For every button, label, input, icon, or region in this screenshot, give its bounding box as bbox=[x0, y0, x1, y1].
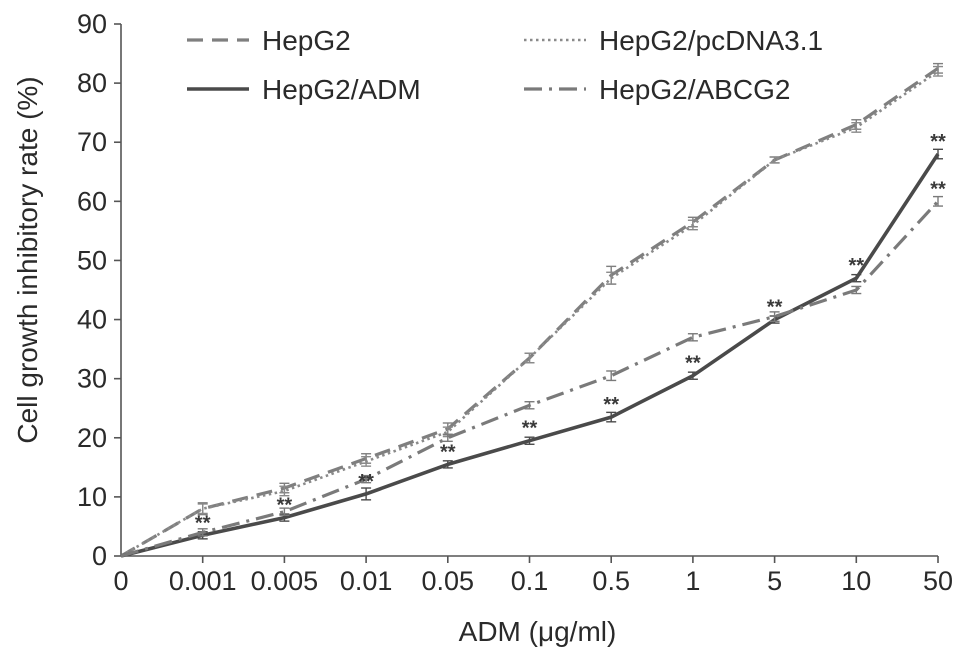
x-tick-label: 0.05 bbox=[422, 566, 475, 596]
y-axis-title: Cell growth inhibitory rate (%) bbox=[12, 76, 43, 443]
series-line bbox=[120, 200, 940, 558]
significance-marker: ** bbox=[930, 131, 946, 153]
significance-marker: ** bbox=[685, 353, 701, 375]
y-tick-label: 90 bbox=[77, 9, 107, 39]
y-tick-label: 60 bbox=[77, 186, 107, 216]
series-hepg2-pcdna3-1 bbox=[120, 65, 943, 558]
significance-marker: ** bbox=[440, 441, 456, 463]
series-line bbox=[120, 66, 939, 558]
significance-marker: ** bbox=[522, 418, 538, 440]
x-tick-label: 0.001 bbox=[169, 566, 237, 596]
series-hepg2-abcg2 bbox=[120, 195, 943, 558]
x-axis-title: ADM (μg/ml) bbox=[459, 616, 617, 647]
legend-label: HepG2/pcDNA3.1 bbox=[599, 25, 823, 56]
significance-marker: ** bbox=[358, 471, 374, 493]
legend: HepG2 HepG2/pcDNA3.1 HepG2/ADM HepG2/ABCG2 bbox=[187, 25, 823, 105]
legend-item: HepG2/ABCG2 bbox=[524, 74, 790, 105]
significance-marker: ** bbox=[930, 178, 946, 200]
x-tick-label: 0.005 bbox=[251, 566, 319, 596]
significance-marker: ** bbox=[767, 297, 783, 319]
y-tick-label: 20 bbox=[77, 423, 107, 453]
axes bbox=[120, 24, 938, 557]
y-tick-label: 0 bbox=[92, 541, 107, 571]
legend-item: HepG2 bbox=[187, 25, 351, 56]
significance-marker: ** bbox=[849, 255, 865, 277]
x-tick-label: 1 bbox=[685, 566, 700, 596]
y-tick-label: 80 bbox=[77, 68, 107, 98]
x-tick-label: 0 bbox=[113, 566, 128, 596]
legend-label: HepG2/ADM bbox=[262, 74, 421, 105]
y-axis-ticks: 0 10 20 30 40 50 60 70 80 90 bbox=[77, 9, 121, 571]
significance-marker: ** bbox=[195, 512, 211, 534]
y-tick-label: 40 bbox=[77, 305, 107, 335]
legend-label: HepG2/ABCG2 bbox=[599, 74, 790, 105]
y-tick-label: 50 bbox=[77, 245, 107, 275]
series-line bbox=[120, 70, 939, 558]
significance-marker: ** bbox=[277, 495, 293, 517]
x-tick-label: 10 bbox=[841, 566, 871, 596]
series-layer: ** ** ** ** ** ** ** ** ** ** ** bbox=[120, 62, 946, 558]
x-tick-label: 5 bbox=[767, 566, 782, 596]
legend-item: HepG2/ADM bbox=[187, 74, 421, 105]
legend-item: HepG2/pcDNA3.1 bbox=[524, 25, 823, 56]
x-tick-label: 0.1 bbox=[511, 566, 549, 596]
y-tick-label: 30 bbox=[77, 364, 107, 394]
y-tick-label: 10 bbox=[77, 482, 107, 512]
y-tick-label: 70 bbox=[77, 127, 107, 157]
significance-marker: ** bbox=[603, 394, 619, 416]
x-tick-label: 0.5 bbox=[592, 566, 630, 596]
x-tick-label: 0.01 bbox=[340, 566, 393, 596]
series-hepg2 bbox=[120, 62, 943, 558]
x-tick-label: 50 bbox=[923, 566, 953, 596]
x-axis-ticks: 0 0.001 0.005 0.01 0.05 0.1 0.5 1 5 10 50 bbox=[113, 556, 953, 596]
legend-label: HepG2 bbox=[262, 25, 351, 56]
